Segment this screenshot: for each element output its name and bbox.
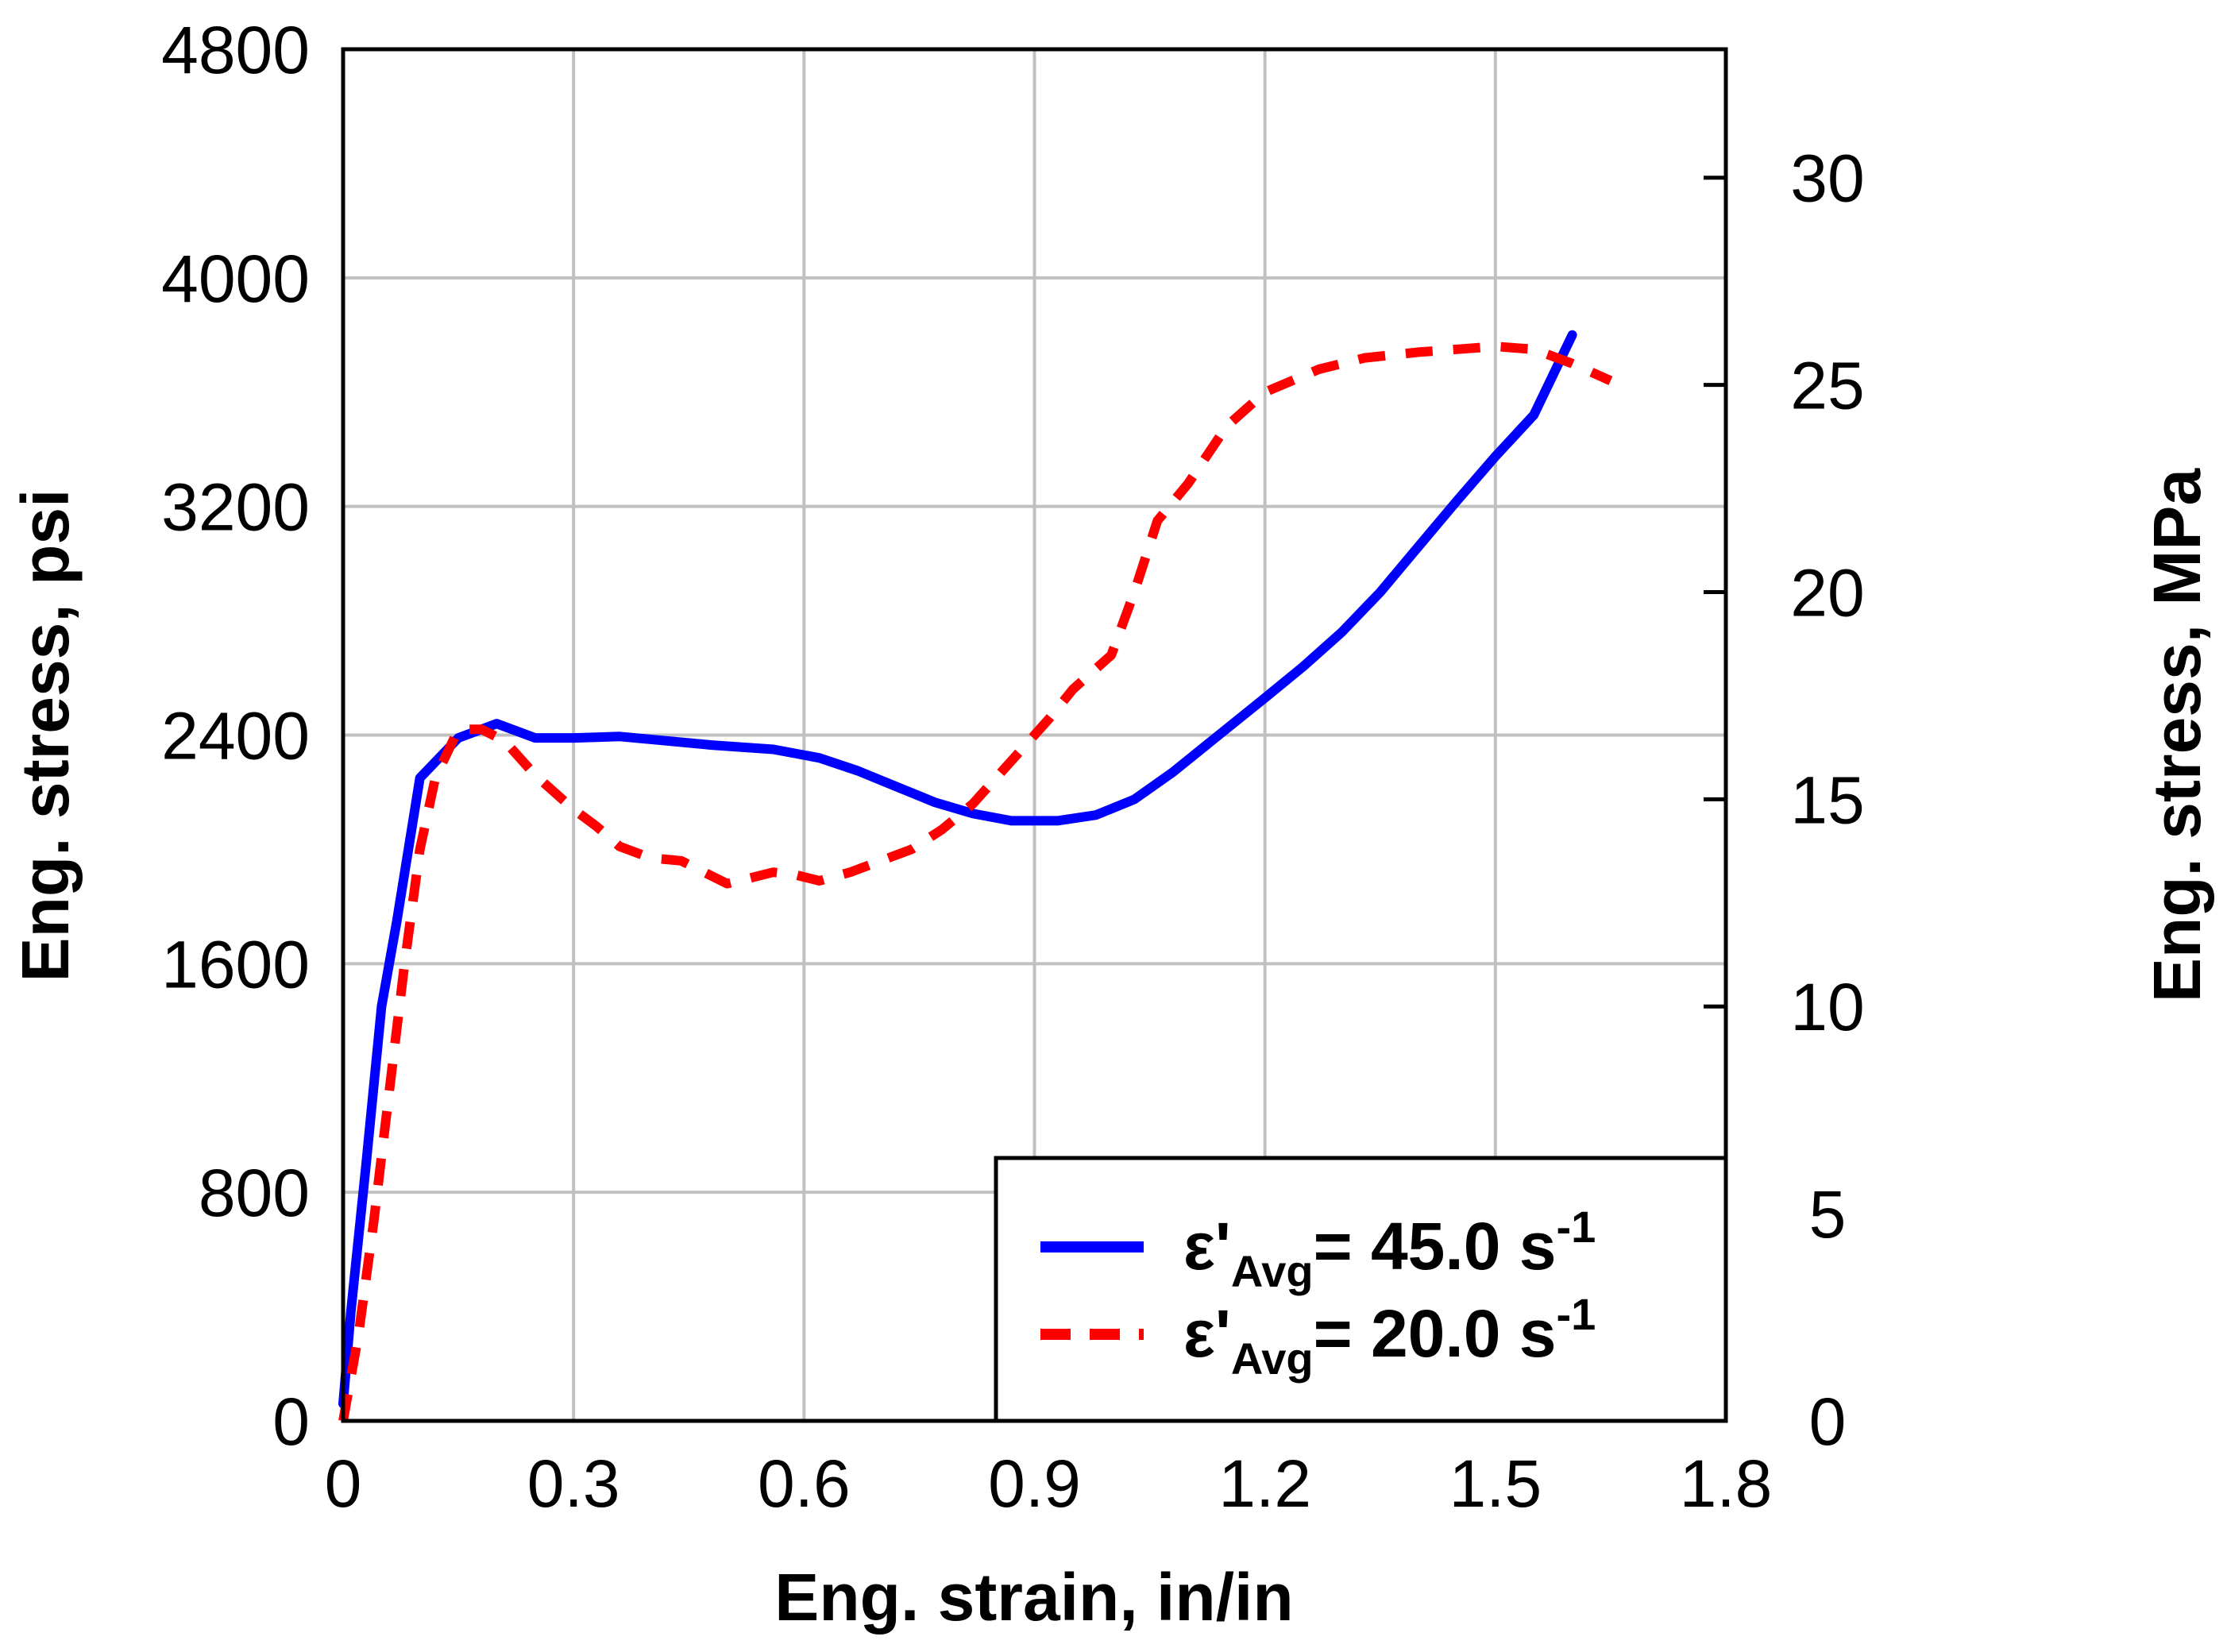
legend-label-20: ε'Avg= 20.0 s-1 [1183, 1289, 1596, 1384]
x-tick-label: 1.2 [1218, 1446, 1311, 1521]
y2-tick-label: 15 [1790, 762, 1864, 837]
legend-label-45: ε'Avg= 45.0 s-1 [1183, 1202, 1596, 1296]
x-tick-label: 1.8 [1680, 1446, 1773, 1521]
y-tick-label: 2400 [161, 699, 310, 774]
x-tick-label: 0.6 [758, 1446, 851, 1521]
y2-tick-label: 30 [1790, 141, 1864, 216]
x-axis-title: Eng. strain, in/in [774, 1560, 1293, 1635]
y2-tick-label: 20 [1790, 555, 1864, 630]
y2-tick-label: 25 [1790, 349, 1864, 423]
y2-tick-label: 5 [1809, 1177, 1847, 1252]
y-tick-label: 4000 [161, 241, 310, 316]
y2-tick-label: 10 [1790, 970, 1864, 1044]
y-axis-title: Eng. stress, psi [8, 489, 83, 982]
y-tick-label: 800 [199, 1156, 310, 1230]
y-tick-label: 4800 [161, 13, 310, 87]
x-tick-label: 0 [325, 1446, 362, 1521]
y2-axis-title: Eng. stress, MPa [2140, 468, 2214, 1003]
x-tick-label: 0.9 [988, 1446, 1081, 1521]
y2-tick-label: 0 [1809, 1384, 1847, 1459]
y-tick-label: 1600 [161, 927, 310, 1002]
x-tick-label: 0.3 [527, 1446, 620, 1521]
series-line-red-20 [338, 342, 1613, 1422]
x-tick-label: 1.5 [1449, 1446, 1542, 1521]
y-tick-label: 3200 [161, 470, 310, 545]
tick-labels: 0 0.3 0.6 0.9 1.2 1.5 1.8 0 800 1600 2400 3200 4000 4… [161, 13, 1865, 1521]
plot-lines [338, 330, 1613, 1422]
legend: ε'Avg= 45.0 s-1 ε'Avg= 20.0 s-1 [994, 1156, 1728, 1423]
series-line-blue-45 [338, 330, 1577, 1409]
legend-box [994, 1156, 1728, 1423]
y-tick-label: 0 [272, 1384, 310, 1459]
